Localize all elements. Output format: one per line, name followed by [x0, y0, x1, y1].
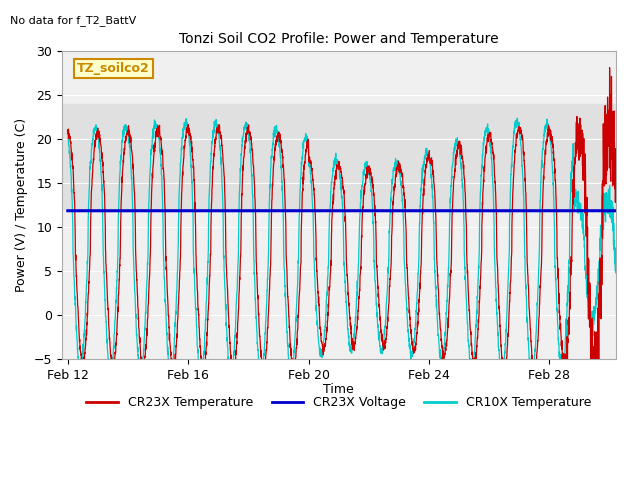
CR23X Voltage [64, 208, 72, 214]
CR23X Temperature [64, 127, 72, 133]
CR10X Temperature [527, 378, 535, 384]
CR23X Temperature [618, 410, 626, 416]
CR23X Voltage [301, 208, 309, 214]
CR10X Temperature [127, 171, 135, 177]
CR23X Voltage [161, 208, 168, 214]
Bar [62, 104, 616, 209]
CR10X Temperature [278, 167, 285, 172]
CR23X Temperature [278, 144, 285, 149]
CR23X Temperature [550, 156, 557, 161]
Title: Tonzi Soil CO2 Profile: Power and Temperature: Tonzi Soil CO2 Profile: Power and Temper… [179, 32, 499, 46]
CR10X Temperature [621, 322, 628, 327]
X-axis label: Time: Time [323, 383, 354, 396]
CR10X Temperature [301, 135, 309, 141]
Y-axis label: Power (V) / Temperature (C): Power (V) / Temperature (C) [15, 118, 28, 292]
CR10X Temperature [550, 211, 558, 216]
CR23X Temperature [621, 333, 628, 339]
Line: CR10X Temperature: CR10X Temperature [68, 118, 625, 381]
CR10X Temperature [161, 275, 168, 281]
Text: No data for f_T2_BattV: No data for f_T2_BattV [10, 15, 136, 26]
CR23X Temperature [127, 144, 135, 150]
CR23X Temperature [610, 158, 618, 164]
CR23X Voltage [278, 208, 285, 214]
CR23X Temperature [301, 152, 309, 158]
CR10X Temperature [610, 247, 618, 252]
CR23X Temperature [606, 65, 614, 71]
Legend: CR23X Temperature, CR23X Voltage, CR10X Temperature: CR23X Temperature, CR23X Voltage, CR10X … [81, 391, 596, 414]
CR23X Voltage [610, 208, 618, 214]
CR10X Temperature [513, 115, 521, 121]
CR10X Temperature [64, 130, 72, 135]
CR23X Voltage [550, 208, 557, 214]
CR23X Temperature [161, 186, 168, 192]
Line: CR23X Temperature: CR23X Temperature [68, 68, 625, 413]
CR23X Voltage [127, 208, 135, 214]
Text: TZ_soilco2: TZ_soilco2 [77, 62, 150, 75]
CR23X Voltage [621, 208, 628, 214]
